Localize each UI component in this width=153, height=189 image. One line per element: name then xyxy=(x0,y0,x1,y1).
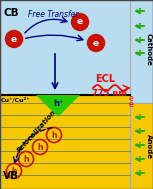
Circle shape xyxy=(71,13,88,30)
Text: e: e xyxy=(77,18,83,26)
Text: e: e xyxy=(11,35,17,43)
Bar xyxy=(0,95,130,189)
Text: CB: CB xyxy=(3,8,19,18)
Text: Cathode: Cathode xyxy=(146,33,152,65)
Polygon shape xyxy=(36,95,80,117)
Text: e: e xyxy=(129,94,133,103)
Text: Relocalization: Relocalization xyxy=(16,109,57,153)
Circle shape xyxy=(6,30,22,47)
Text: Cu⁺/Cu²⁺: Cu⁺/Cu²⁺ xyxy=(1,97,30,102)
Bar xyxy=(130,103,153,189)
Text: Free Transfer: Free Transfer xyxy=(28,10,78,19)
Text: h: h xyxy=(23,154,29,163)
Bar xyxy=(130,0,153,103)
Text: h: h xyxy=(37,143,43,152)
Text: ECL: ECL xyxy=(95,74,115,84)
Text: Anode: Anode xyxy=(146,133,152,159)
Text: h: h xyxy=(51,130,57,139)
Bar xyxy=(0,0,130,95)
Text: 775 nm: 775 nm xyxy=(92,89,127,98)
Text: h⁺: h⁺ xyxy=(53,98,63,108)
Text: e: e xyxy=(129,100,133,109)
Circle shape xyxy=(88,35,104,51)
Text: VB: VB xyxy=(3,171,19,181)
Text: h: h xyxy=(11,167,17,176)
Text: e: e xyxy=(93,39,99,47)
